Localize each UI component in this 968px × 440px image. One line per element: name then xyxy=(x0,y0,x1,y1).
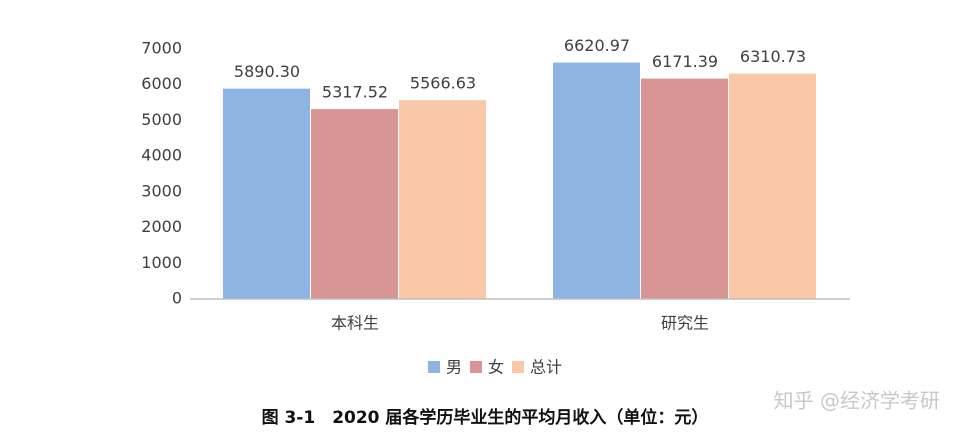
bar xyxy=(641,78,728,299)
caption: 图 3-1 2020 届各学历毕业生的平均月收入（单位：元） xyxy=(262,407,709,428)
y-tick-label: 4000 xyxy=(141,146,182,165)
legend-swatch xyxy=(470,361,483,373)
y-tick-label: 0 xyxy=(172,289,182,308)
value-label: 5890.30 xyxy=(234,62,300,81)
y-tick-label: 7000 xyxy=(141,39,182,58)
legend-swatch xyxy=(428,361,440,373)
watermark: 知乎 @经济学考研 xyxy=(774,389,940,413)
bar xyxy=(729,73,816,299)
value-label: 6171.39 xyxy=(652,52,718,71)
y-tick-label: 5000 xyxy=(141,110,182,129)
x-tick-label: 本科生 xyxy=(331,314,379,333)
y-tick-label: 6000 xyxy=(141,74,182,93)
legend-label: 男 xyxy=(446,358,462,377)
value-label: 5566.63 xyxy=(410,74,476,93)
value-label: 5317.52 xyxy=(322,83,388,102)
legend-swatch xyxy=(512,361,525,373)
y-tick-label: 3000 xyxy=(141,181,182,200)
y-tick-label: 2000 xyxy=(141,217,182,236)
value-label: 6310.73 xyxy=(740,47,806,66)
bar xyxy=(311,109,398,300)
bar xyxy=(223,88,310,299)
bar xyxy=(553,62,640,299)
legend-label: 女 xyxy=(488,358,504,377)
legend-label: 总计 xyxy=(530,358,562,377)
x-tick-label: 研究生 xyxy=(661,314,709,333)
value-label: 6620.97 xyxy=(564,36,630,55)
y-tick-label: 1000 xyxy=(141,253,182,272)
bar xyxy=(399,100,486,299)
